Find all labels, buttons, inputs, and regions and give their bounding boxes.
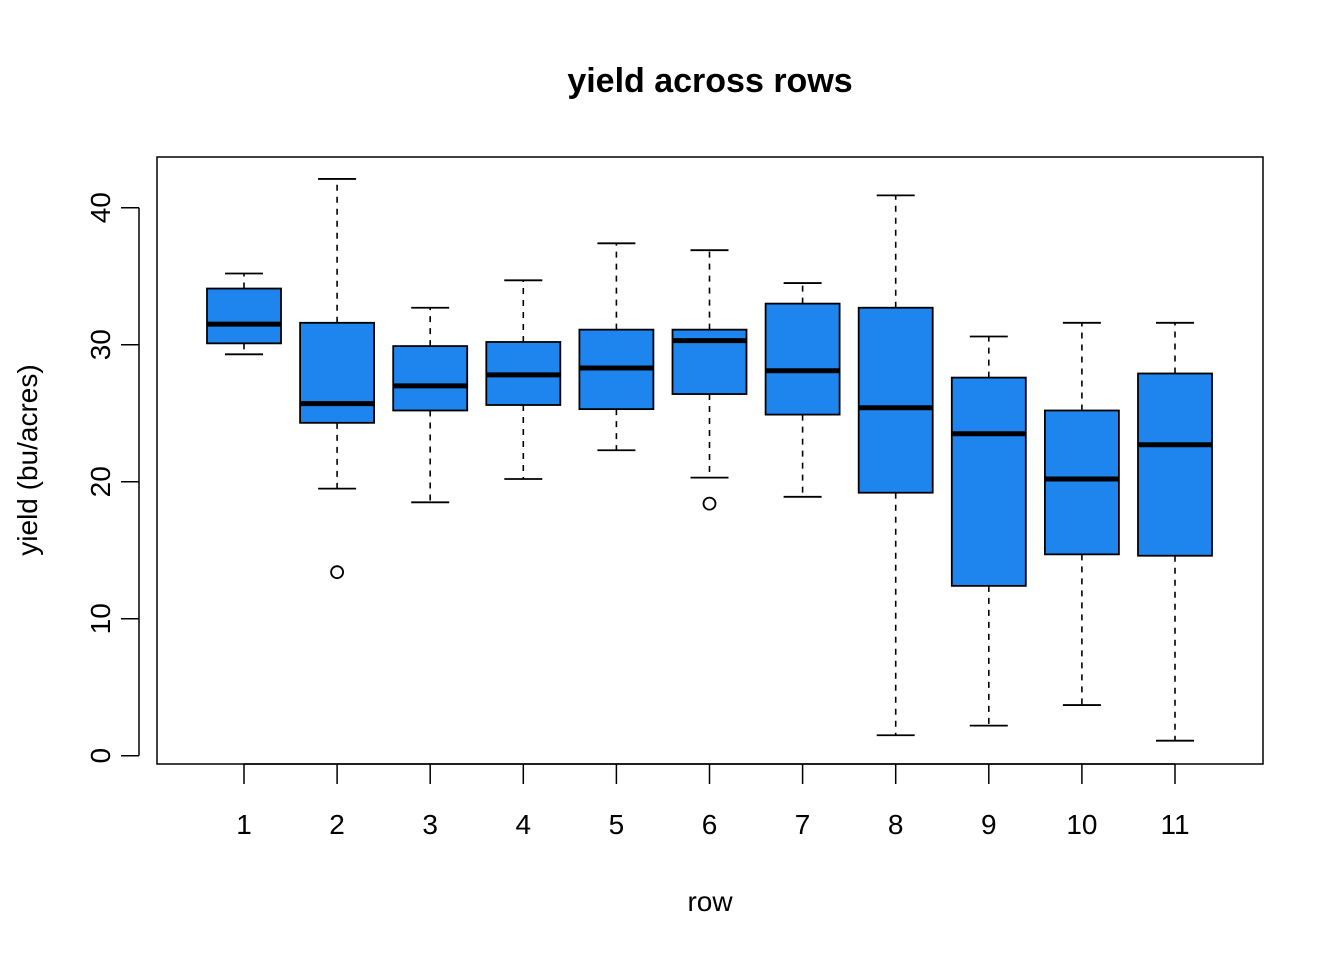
x-tick-label: 3	[422, 809, 438, 840]
box-group-10	[1044, 321, 1120, 706]
y-tick-label: 30	[85, 329, 116, 360]
outlier-point	[702, 496, 717, 511]
x-tick-label: 8	[888, 809, 904, 840]
x-tick-label: 2	[329, 809, 345, 840]
iqr-box	[950, 376, 1027, 587]
iqr-box	[206, 287, 282, 345]
box-group-1	[206, 272, 282, 356]
x-tick-label: 5	[609, 809, 625, 840]
y-tick-label: 20	[85, 466, 116, 497]
box-group-3	[392, 306, 469, 504]
iqr-box	[392, 345, 469, 412]
chart-title: yield across rows	[567, 62, 852, 100]
x-tick-label: 11	[1160, 809, 1189, 840]
x-axis-label: row	[687, 886, 733, 917]
box-group-7	[764, 282, 841, 498]
outlier-point	[330, 565, 345, 580]
iqr-box	[764, 302, 841, 416]
y-axis-label: yield (bu/acres)	[12, 364, 43, 555]
box-group-9	[950, 335, 1027, 727]
box-group-8	[857, 194, 934, 737]
box-group-2	[299, 178, 376, 580]
box-group-4	[485, 279, 562, 480]
x-tick-label: 9	[981, 809, 997, 840]
y-tick-label: 40	[85, 192, 116, 223]
iqr-box	[857, 306, 934, 494]
y-tick-label: 10	[85, 603, 116, 634]
x-axis: 1 2 3 4 5 6 7 8 9 10 11	[236, 763, 1190, 840]
x-tick-label: 4	[516, 809, 532, 840]
iqr-box	[1137, 372, 1213, 557]
y-tick-label: 0	[85, 748, 116, 764]
x-tick-label: 1	[236, 809, 252, 840]
box-group-5	[578, 242, 655, 452]
box-group-11	[1137, 321, 1213, 742]
box-series	[206, 178, 1213, 742]
x-tick-label: 7	[795, 809, 811, 840]
box-group-6	[671, 249, 748, 511]
y-axis: 0 10 20 30 40	[85, 192, 140, 764]
iqr-box	[299, 321, 376, 424]
iqr-box	[1044, 409, 1120, 556]
x-tick-label: 10	[1066, 809, 1097, 840]
x-tick-label: 6	[702, 809, 718, 840]
